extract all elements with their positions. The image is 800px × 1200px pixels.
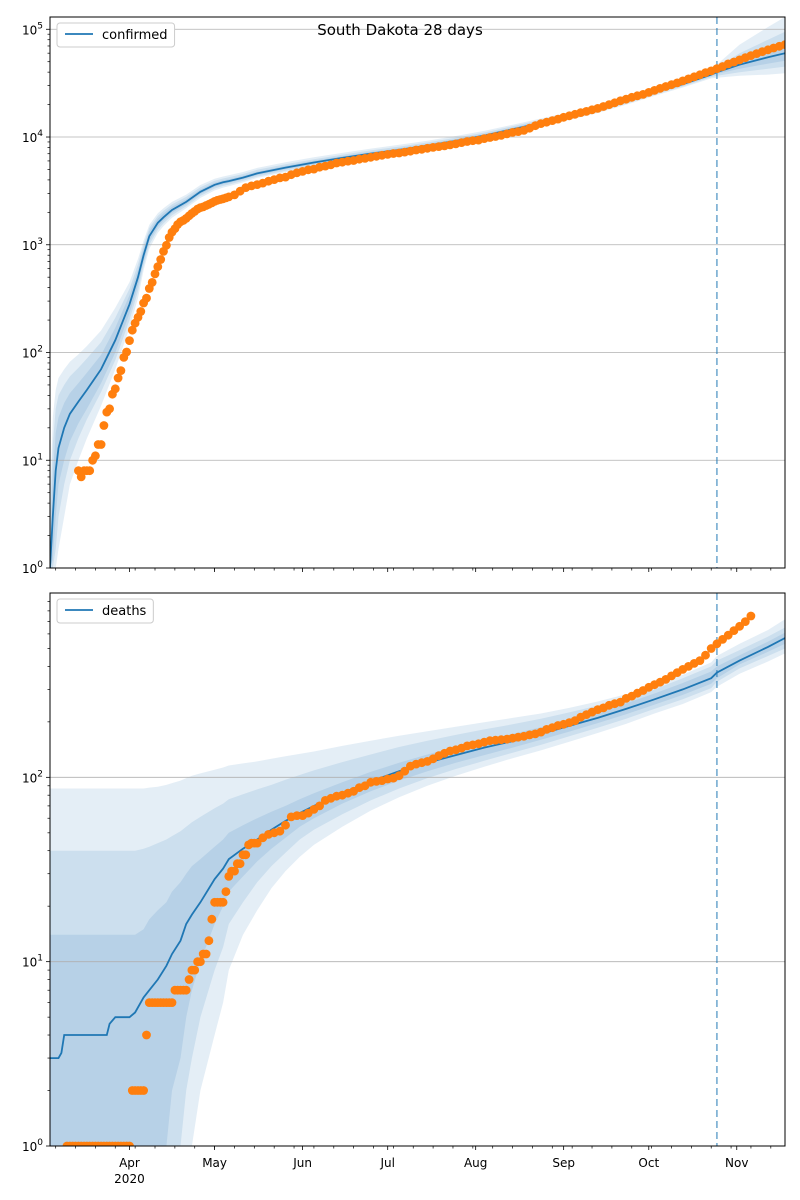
deaths-observed-point (230, 866, 239, 876)
deaths-observed-point (139, 1086, 149, 1095)
confirmed-observed-point (162, 240, 171, 250)
deaths-model-line (50, 637, 785, 1059)
xtick-label: Aug (464, 1156, 487, 1170)
xtick-year-label: 2020 (114, 1172, 145, 1186)
deaths-panel: 100 101 102 Apr May Jun Jul Aug Sep Oct Nov 2020 d… (22, 0, 790, 1186)
confirmed-observed-point (99, 421, 109, 430)
deaths-observed-point (235, 859, 245, 869)
confirmed-panel: 100 101 102 103 104 105 confirmed (22, 16, 786, 576)
confirmed-observed-point (156, 255, 166, 264)
deaths-observed-point (769, 0, 778, 4)
deaths-observed-point (204, 936, 214, 946)
confirmed-legend-label: confirmed (102, 28, 168, 43)
deaths-band-2 (50, 619, 785, 1146)
confirmed-observed-point (105, 404, 114, 414)
deaths-ytick-label: 100 (22, 1138, 43, 1154)
deaths-observed-point (218, 897, 228, 907)
confirmed-legend: confirmed (56, 22, 176, 48)
confirmed-observed-point (113, 373, 123, 383)
deaths-legend: deaths (56, 598, 154, 624)
confirmed-observed-point (85, 466, 95, 476)
confirmed-observed-point (96, 440, 106, 449)
deaths-observed-point (241, 850, 251, 860)
deaths-observed-point (142, 1030, 151, 1040)
confirmed-ytick-label: 104 (22, 129, 43, 145)
deaths-observed-point (281, 820, 290, 830)
deaths-observed-point (400, 766, 410, 776)
deaths-observed-point (252, 838, 262, 848)
confirmed-model-line (50, 52, 785, 568)
deaths-observed-point (125, 1141, 134, 1146)
confirmed-ytick-label: 102 (22, 345, 43, 361)
deaths-observed-point (764, 0, 773, 4)
confirmed-observed-point (122, 347, 131, 357)
confirmed-observed-point (150, 269, 160, 279)
confirmed-observed-point (147, 278, 157, 287)
confirmed-observed-point (142, 293, 151, 303)
deaths-plot-frame (49, 592, 786, 1147)
deaths-observed-point (181, 985, 191, 995)
confirmed-band-2 (50, 17, 785, 568)
deaths-observed-point (275, 826, 285, 836)
deaths-observed-point (752, 0, 761, 4)
deaths-observed-point (207, 914, 217, 924)
confirmed-ytick-label: 100 (22, 560, 43, 576)
xtick-label: Nov (725, 1156, 748, 1170)
deaths-observed-point (701, 650, 710, 660)
deaths-band-1 (50, 627, 785, 1146)
deaths-band-0 (50, 632, 785, 1146)
confirmed-observed-point (780, 40, 785, 49)
xtick-label: Jun (292, 1156, 312, 1170)
deaths-observed-point (315, 801, 324, 811)
deaths-observed-point (201, 949, 211, 959)
deaths-observed-point (775, 0, 784, 4)
deaths-observed-point (740, 617, 750, 626)
confirmed-observed-point (127, 325, 137, 335)
deaths-ytick-label: 102 (22, 769, 43, 785)
deaths-ytick-label: 101 (22, 954, 43, 970)
confirmed-ytick-label: 105 (22, 21, 43, 37)
confirmed-band-0 (50, 44, 785, 568)
confirmed-band-1 (50, 31, 785, 568)
deaths-observed-point (695, 656, 705, 665)
confirmed-observed-point (125, 336, 134, 345)
deaths-observed-point (758, 0, 767, 4)
xtick-label: Apr (119, 1156, 140, 1170)
chart-title: South Dakota 28 days (317, 21, 483, 39)
xtick-label: Sep (552, 1156, 575, 1170)
confirmed-plot-frame (49, 16, 786, 569)
deaths-observed-point (221, 887, 231, 896)
deaths-observed-point (190, 965, 200, 975)
confirmed-ytick-label: 103 (22, 237, 43, 253)
confirmed-observed-point (91, 451, 100, 461)
deaths-observed-point (184, 975, 194, 984)
confirmed-observed-point (153, 262, 163, 272)
xtick-label: Oct (638, 1156, 659, 1170)
xtick-label: May (202, 1156, 227, 1170)
deaths-observed-point (746, 611, 756, 621)
xtick-label: Jul (379, 1156, 394, 1170)
confirmed-observed-point (116, 366, 126, 375)
deaths-legend-label: deaths (102, 604, 147, 619)
confirmed-ytick-label: 101 (22, 452, 43, 468)
deaths-observed-point (196, 957, 205, 967)
confirmed-observed-point (110, 384, 120, 394)
deaths-observed-point (781, 0, 790, 4)
deaths-observed-point (167, 998, 177, 1007)
confirmed-observed-point (136, 307, 146, 316)
